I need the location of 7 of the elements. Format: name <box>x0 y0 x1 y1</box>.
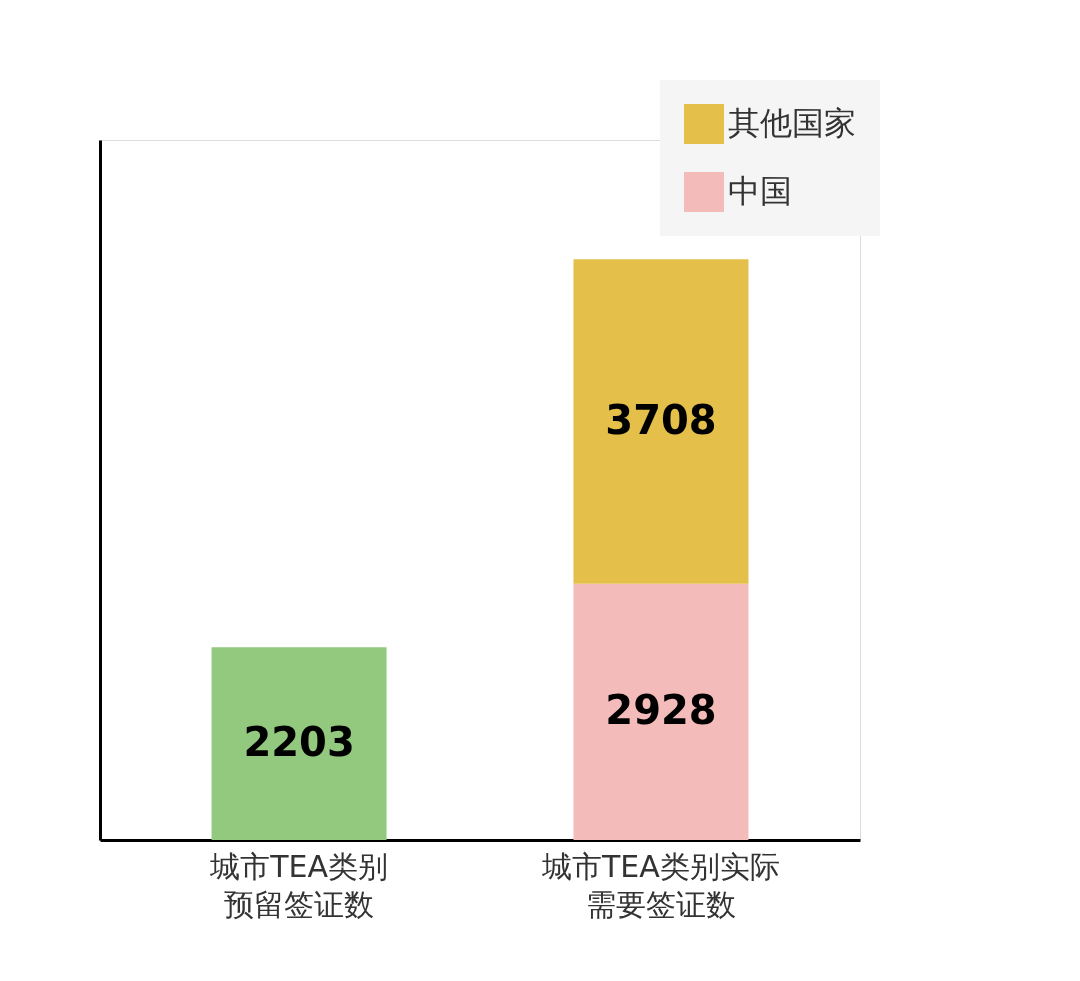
legend-label: 其他国家 <box>728 104 856 142</box>
data-label: 2203 <box>243 718 355 765</box>
data-label: 2928 <box>605 686 717 733</box>
legend-label: 中国 <box>728 172 792 210</box>
data-label: 3708 <box>605 396 717 443</box>
x-tick-label: 城市TEA类别预留签证数 <box>209 848 388 922</box>
x-tick-label: 城市TEA类别实际需要签证数 <box>541 848 780 922</box>
